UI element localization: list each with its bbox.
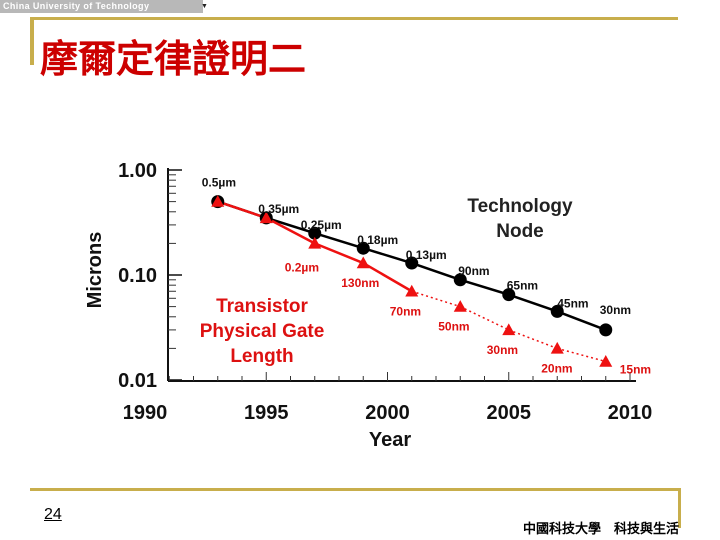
data-point-triangle xyxy=(599,355,613,367)
data-point-triangle xyxy=(502,323,516,336)
y-tick-label: 0.01 xyxy=(118,370,157,392)
data-label: 30nm xyxy=(487,343,518,357)
x-axis-label: Year xyxy=(369,429,411,451)
data-point-triangle xyxy=(308,236,322,249)
bottom-right-accent xyxy=(678,488,681,528)
x-tick-label: 2010 xyxy=(608,402,653,424)
data-label: 0.35µm xyxy=(258,202,299,216)
bottom-divider xyxy=(30,488,678,491)
data-point-circle xyxy=(453,273,467,287)
data-label: 50nm xyxy=(438,320,469,334)
minor-ticks xyxy=(168,169,631,381)
data-point-circle xyxy=(356,241,370,255)
legend-label: Physical Gate xyxy=(200,321,325,342)
data-label: 0.25µm xyxy=(301,218,342,232)
data-point-circle xyxy=(502,288,516,302)
series-points xyxy=(211,195,613,367)
data-point-circle xyxy=(308,226,322,240)
banner-dot-icon: ▼ xyxy=(201,3,208,10)
data-point-circle xyxy=(599,323,613,337)
data-label: 20nm xyxy=(541,361,572,375)
data-label: 0.13µm xyxy=(406,248,447,262)
university-name: China University of Technology xyxy=(3,1,150,11)
series-line-segment xyxy=(557,347,606,363)
y-tick-label: 0.10 xyxy=(118,265,157,287)
series-lines xyxy=(217,200,607,363)
data-label: 0.5µm xyxy=(202,176,236,190)
series-line-segment xyxy=(508,329,558,350)
data-point-triangle xyxy=(356,256,370,269)
legend-label: Transistor xyxy=(216,296,308,317)
series-line-segment xyxy=(314,232,364,250)
footer-organization: 中國科技大學 科技與生活 xyxy=(523,522,680,537)
series-line-segment xyxy=(556,310,607,332)
x-tick-label: 2005 xyxy=(487,402,532,424)
series-line-segment xyxy=(459,278,510,296)
series-line-segment xyxy=(508,293,558,313)
left-accent-bar xyxy=(30,17,34,65)
data-label: 45nm xyxy=(557,296,588,310)
series-line-segment xyxy=(362,261,413,293)
university-banner: China University of Technology xyxy=(0,0,203,13)
series-line-segment xyxy=(314,242,364,265)
data-point-triangle xyxy=(550,341,564,354)
data-point-triangle xyxy=(405,284,419,297)
y-tick-labels: 1.00 0.10 0.01 xyxy=(118,160,157,392)
series-line-segment xyxy=(217,200,267,220)
data-label: 0.18µm xyxy=(357,233,398,247)
x-tick-label: 1990 xyxy=(123,402,168,424)
data-label: 15nm xyxy=(620,363,651,377)
data-label: 130nm xyxy=(341,276,379,290)
slide-title: 摩爾定律證明二 xyxy=(40,36,307,81)
series-line-segment xyxy=(265,216,316,235)
y-axis-label: Microns xyxy=(84,232,106,309)
series-line-segment xyxy=(362,247,413,265)
data-label: 65nm xyxy=(507,279,538,293)
page-number: 24 xyxy=(44,506,62,523)
series-line-segment xyxy=(459,305,510,331)
data-label: 90nm xyxy=(458,264,489,278)
data-label: 30nm xyxy=(600,303,631,317)
series-line-segment xyxy=(411,290,461,308)
legends: Technology Node Transistor Physical Gate Len… xyxy=(200,196,573,367)
legend-label: Technology xyxy=(467,196,573,217)
y-tick-label: 1.00 xyxy=(118,160,157,182)
data-label: 70nm xyxy=(390,304,421,318)
data-point-triangle xyxy=(211,195,225,207)
legend-label: Length xyxy=(230,346,293,367)
top-divider xyxy=(30,17,678,20)
data-point-triangle xyxy=(259,211,273,224)
data-point-circle xyxy=(550,304,564,318)
series-line-segment xyxy=(265,216,316,245)
data-label: 0.2µm xyxy=(285,260,319,274)
legend-label: Node xyxy=(496,221,544,242)
data-point-circle xyxy=(405,256,419,270)
series-line-segment xyxy=(411,261,461,281)
x-tick-label: 1995 xyxy=(244,402,289,424)
data-point-triangle xyxy=(453,300,467,312)
x-tick-labels: 1990 1995 2000 2005 2010 xyxy=(123,402,653,424)
x-tick-label: 2000 xyxy=(365,402,410,424)
